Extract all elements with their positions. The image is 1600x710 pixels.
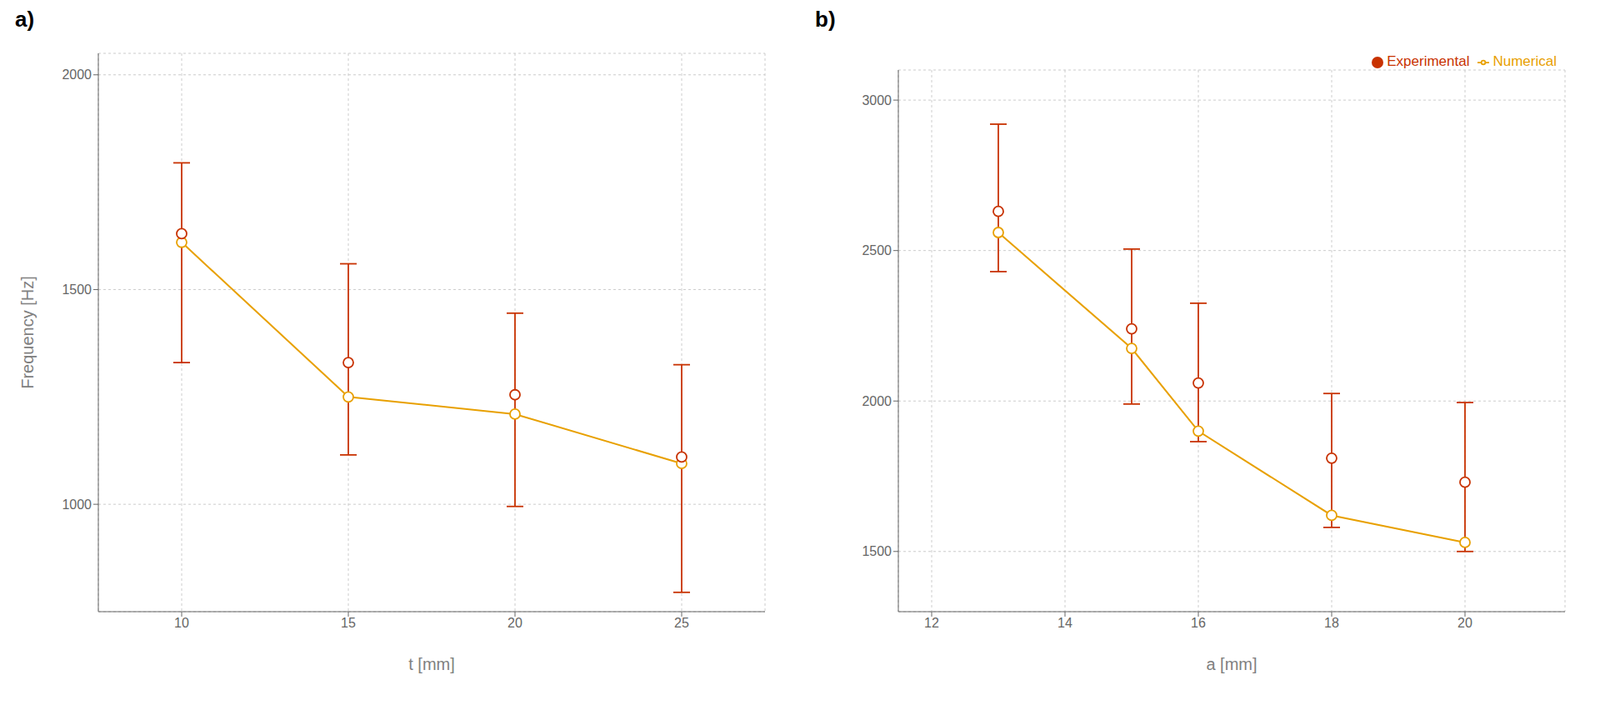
html-text:Numerical: Numerical [1492,53,1557,70]
svg-text:14: 14 [1057,615,1073,630]
svg-text:10: 10 [174,615,190,630]
svg-text:18: 18 [1324,615,1340,630]
svg-text:15: 15 [340,615,356,630]
svg-text:3000: 3000 [861,93,892,108]
svg-text:25: 25 [674,615,690,630]
svg-text:2000: 2000 [861,394,892,409]
svg-text:16: 16 [1190,615,1206,630]
svg-text:t [mm]: t [mm] [408,655,455,674]
svg-text:12: 12 [924,615,940,630]
svg-text:1500: 1500 [61,282,92,297]
svg-text:Frequency [Hz]: Frequency [Hz] [18,275,37,390]
html-text:b): b) [815,6,836,32]
svg-text:2000: 2000 [61,67,92,82]
svg-text:2500: 2500 [861,243,892,258]
svg-text:1500: 1500 [861,544,892,559]
svg-text:20: 20 [507,615,523,630]
html-text:a): a) [15,6,35,32]
svg-text:a [mm]: a [mm] [1205,655,1257,674]
svg-text:20: 20 [1457,615,1473,630]
html-text:Experimental: Experimental [1386,53,1470,70]
svg-text:1000: 1000 [61,497,92,512]
